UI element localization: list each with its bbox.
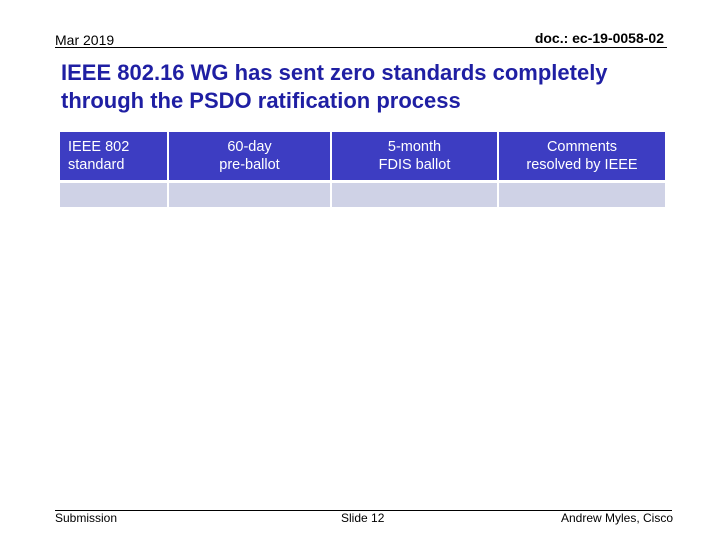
slide-title-line-1: IEEE 802.16 WG has sent zero standards c…: [61, 60, 608, 85]
table-cell: [332, 183, 497, 207]
footer-author: Andrew Myles, Cisco: [560, 511, 673, 525]
table-header-comments-resolved: Comments resolved by IEEE: [499, 132, 665, 180]
table-header-standard: IEEE 802 standard: [60, 132, 167, 180]
table-header-fdis-ballot: 5-month FDIS ballot: [332, 132, 497, 180]
table-cell: [499, 183, 665, 207]
standards-table: IEEE 802 standard 60-day pre-ballot 5-mo…: [60, 132, 665, 207]
table-header-text: resolved by IEEE: [526, 157, 638, 173]
footer-slide-number: Slide 12: [341, 511, 385, 525]
header-divider: [55, 47, 667, 48]
slide-title: IEEE 802.16 WG has sent zero standards c…: [61, 59, 681, 115]
table-header-text: pre-ballot: [219, 157, 280, 173]
footer-divider: [55, 510, 672, 511]
table-header-text: 5-month: [387, 139, 442, 155]
table-header-text: Comments: [546, 139, 618, 155]
footer-submission: Submission: [55, 511, 118, 525]
table-header-text: standard: [68, 157, 125, 173]
table-cell: [60, 183, 167, 207]
table-cell: [169, 183, 330, 207]
slide-title-line-2: through the PSDO ratification process: [61, 88, 461, 113]
table-header-text: IEEE 802: [68, 139, 130, 155]
table-header-text: 60-day: [227, 139, 272, 155]
header-doc-id: doc.: ec-19-0058-02: [534, 30, 664, 46]
header-date: Mar 2019: [55, 32, 115, 48]
table-header-text: FDIS ballot: [378, 157, 451, 173]
table-header-pre-ballot: 60-day pre-ballot: [169, 132, 330, 180]
